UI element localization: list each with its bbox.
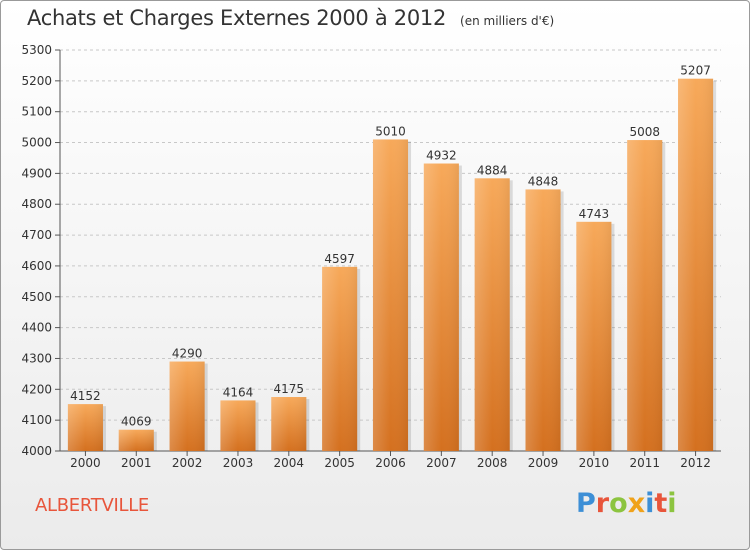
bar-value-label: 5008: [629, 125, 660, 139]
logo-letter: P: [576, 488, 596, 519]
y-tick-label: 4700: [21, 228, 52, 242]
bar-value-label: 4175: [274, 382, 305, 396]
x-tick-labels: 2000 2001 2002 2003 2004 2005 2006 2007 2008 2009…: [70, 451, 711, 470]
bar-shine: [67, 404, 103, 451]
x-tick-label: 2004: [274, 456, 305, 470]
y-tick-label: 5100: [21, 105, 52, 119]
x-tick-label: 2009: [528, 456, 559, 470]
y-tick-label: 5000: [21, 136, 52, 150]
bar-shine: [322, 266, 358, 451]
bar-shine: [525, 189, 561, 451]
bar-value-label: 4069: [121, 415, 152, 429]
bar-shine: [474, 178, 510, 451]
x-tick-label: 2003: [223, 456, 254, 470]
bar-shine: [118, 429, 154, 451]
bar-value-label: 4164: [223, 385, 254, 399]
x-tick-label: 2012: [680, 456, 711, 470]
logo-letter: i: [645, 488, 655, 519]
bar-shine: [423, 163, 459, 451]
city-name: ALBERTVILLE: [35, 495, 150, 516]
x-tick-label: 2006: [375, 456, 406, 470]
x-tick-label: 2008: [477, 456, 508, 470]
bar-value-labels: 4152 4069 4290 4164 4175 4597 5010 4932 4884 4848…: [70, 64, 711, 429]
logo-letter: i: [667, 488, 677, 519]
y-tick-label: 5300: [21, 43, 52, 57]
y-tick-labels: 4000 4100 4200 4300 4400 4500 4600 4700 4800 4900…: [21, 43, 52, 458]
bar-value-label: 4848: [528, 174, 559, 188]
bar-value-label: 4884: [477, 163, 508, 177]
logo-letter: x: [627, 488, 646, 519]
x-tick-label: 2000: [70, 456, 101, 470]
chart-title-text: Achats et Charges Externes 2000 à 2012: [27, 6, 447, 30]
y-tick-label: 4200: [21, 382, 52, 396]
y-tick-label: 4000: [21, 444, 52, 458]
x-tick-label: 2001: [121, 456, 152, 470]
bar-shine: [678, 78, 714, 451]
x-tick-label: 2002: [172, 456, 203, 470]
bar-shine: [271, 397, 307, 451]
y-tick-label: 5200: [21, 74, 52, 88]
logo-letter: r: [595, 488, 610, 519]
chart-subtitle: (en milliers d'€): [460, 14, 555, 28]
bar-shine: [220, 400, 256, 451]
bar-value-label: 4152: [70, 389, 101, 403]
y-tick-label: 4800: [21, 197, 52, 211]
bar-value-label: 4932: [426, 149, 457, 163]
proxiti-logo: Proxiti: [576, 488, 677, 519]
bar-shine: [372, 139, 409, 451]
y-tick-label: 4400: [21, 321, 52, 335]
logo-letter: o: [609, 488, 628, 519]
y-tick-label: 4900: [21, 166, 52, 180]
bar-value-label: 5207: [680, 64, 711, 78]
bar-shine: [169, 361, 205, 451]
x-tick-label: 2005: [324, 456, 355, 470]
bar-shine: [576, 221, 612, 451]
y-tick-label: 4600: [21, 259, 52, 273]
y-tick-label: 4100: [21, 413, 52, 427]
x-tick-label: 2007: [426, 456, 457, 470]
bar-value-label: 4597: [324, 252, 355, 266]
logo-letter: t: [654, 488, 668, 519]
bars: [67, 78, 717, 451]
y-tick-label: 4500: [21, 290, 52, 304]
bar-shine: [627, 140, 663, 451]
bar-value-label: 5010: [375, 124, 406, 138]
x-tick-label: 2010: [579, 456, 610, 470]
bar-value-label: 4290: [172, 347, 203, 361]
x-tick-label: 2011: [629, 456, 660, 470]
chart-title: Achats et Charges Externes 2000 à 2012 (e…: [27, 6, 554, 30]
bar-value-label: 4743: [579, 207, 610, 221]
y-tick-label: 4300: [21, 351, 52, 365]
